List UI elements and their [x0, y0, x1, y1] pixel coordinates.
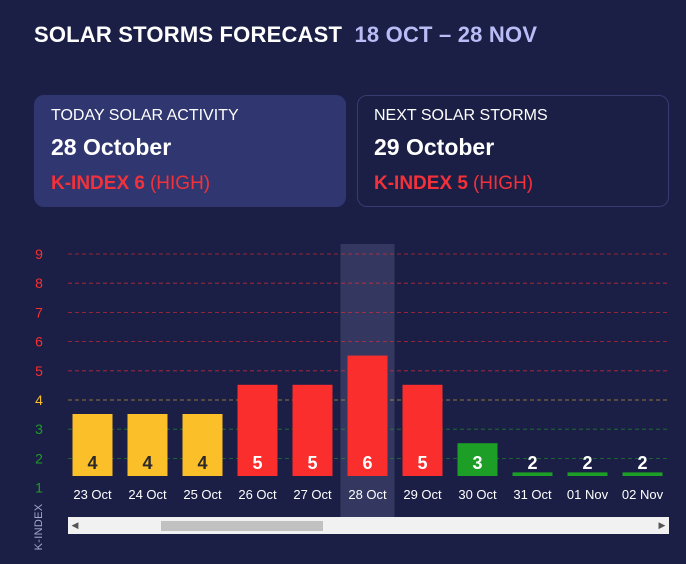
x-tick-label: 01 Nov — [567, 487, 609, 502]
bar[interactable] — [567, 472, 608, 476]
y-tick-label: 6 — [35, 334, 43, 350]
next-card-label: NEXT SOLAR STORMS — [374, 107, 548, 124]
bar[interactable] — [402, 384, 443, 476]
x-tick-label: 24 Oct — [128, 487, 167, 502]
today-kindex: K-INDEX 6 — [51, 173, 145, 194]
bar-value-label: 2 — [637, 453, 647, 473]
x-tick-label: 02 Nov — [622, 487, 664, 502]
y-tick-label: 2 — [35, 450, 43, 466]
next-level: (HIGH) — [472, 173, 534, 194]
bar[interactable] — [72, 414, 113, 476]
y-tick-label: 7 — [35, 304, 43, 320]
x-tick-label: 25 Oct — [183, 487, 222, 502]
x-tick-label: 23 Oct — [73, 487, 112, 502]
date-range: 18 OCT – 28 NOV — [354, 22, 538, 47]
y-tick-label: 4 — [35, 392, 43, 408]
y-tick-label: 3 — [35, 421, 43, 437]
bar[interactable] — [292, 384, 333, 476]
bar[interactable] — [512, 472, 553, 476]
x-tick-label: 28 Oct — [348, 487, 387, 502]
x-tick-label: 26 Oct — [238, 487, 277, 502]
triangle-right-icon[interactable]: ▶ — [658, 520, 666, 530]
today-card-label: TODAY SOLAR ACTIVITY — [51, 107, 239, 124]
today-level: (HIGH) — [149, 173, 211, 194]
bar-value-label: 5 — [252, 453, 262, 473]
next-storms-card: NEXT SOLAR STORMS 29 October K-INDEX 5 (H… — [357, 95, 669, 207]
bar[interactable] — [127, 414, 168, 476]
next-date: 29 October — [374, 134, 495, 160]
y-tick-label: 5 — [35, 363, 43, 379]
y-axis-label: K-INDEX — [33, 503, 45, 551]
x-tick-label: 30 Oct — [458, 487, 497, 502]
bar-value-label: 6 — [362, 453, 372, 473]
bar-value-label: 4 — [197, 453, 207, 473]
triangle-left-icon[interactable]: ◀ — [71, 520, 79, 530]
y-tick-label: 1 — [35, 480, 43, 496]
y-tick-label: 8 — [35, 275, 43, 291]
bar-value-label: 2 — [582, 453, 592, 473]
bar[interactable] — [237, 384, 278, 476]
today-kindex-line: K-INDEX 6 (HIGH) — [51, 173, 329, 195]
next-kindex: K-INDEX 5 — [374, 173, 468, 194]
page-title: SOLAR STORMS FORECAST 18 OCT – 28 NOV — [34, 22, 537, 48]
next-kindex-line: K-INDEX 5 (HIGH) — [374, 173, 652, 195]
bar-value-label: 4 — [87, 453, 97, 473]
today-activity-card: TODAY SOLAR ACTIVITY 28 October K-INDEX … — [34, 95, 346, 207]
bar[interactable] — [457, 443, 498, 476]
y-tick-label: 9 — [35, 246, 43, 262]
x-tick-label: 31 Oct — [513, 487, 552, 502]
bar-value-label: 4 — [142, 453, 152, 473]
bar[interactable] — [182, 414, 223, 476]
scrollbar-thumb[interactable] — [161, 521, 323, 531]
bar-value-label: 3 — [472, 453, 482, 473]
bar[interactable] — [622, 472, 663, 476]
bar-value-label: 5 — [417, 453, 427, 473]
title-text: SOLAR STORMS FORECAST — [34, 22, 343, 47]
bar[interactable] — [347, 355, 388, 476]
x-tick-label: 27 Oct — [293, 487, 332, 502]
x-tick-label: 29 Oct — [403, 487, 442, 502]
bar-value-label: 5 — [307, 453, 317, 473]
bar-value-label: 2 — [527, 453, 537, 473]
kindex-bar-chart: 1 2 3 4 5 6 7 8 9 4 23 Oct 4 24 Oct 4 25 Oct 5 26 Oct 5 27… — [35, 244, 669, 517]
today-date: 28 October — [51, 134, 172, 160]
chart-scrollbar[interactable]: ◀ ▶ — [68, 517, 669, 534]
